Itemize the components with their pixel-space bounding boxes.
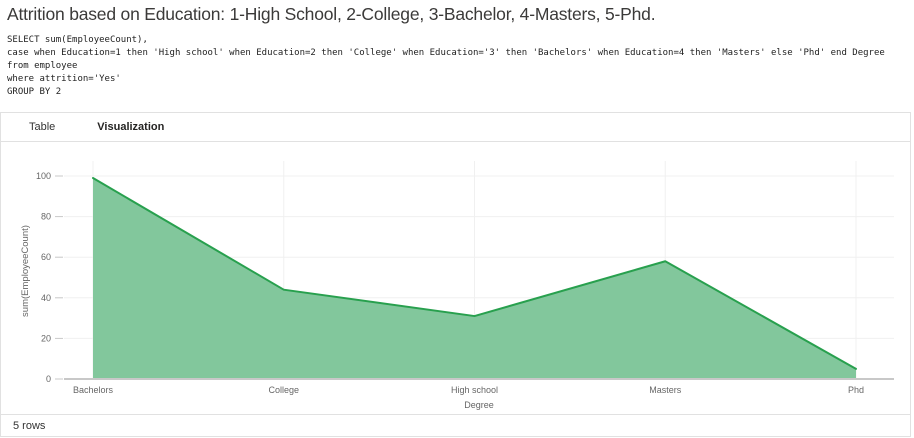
svg-text:80: 80 [41,212,51,222]
results-tab-bar: Table Visualization [1,113,910,142]
tab-visualization[interactable]: Visualization [97,121,165,133]
svg-text:College: College [268,385,299,395]
results-footer: 5 rows [1,414,910,436]
svg-text:60: 60 [41,252,51,262]
svg-text:20: 20 [41,333,51,343]
y-axis-labels: 0 20 40 60 80 100 [36,171,63,384]
svg-text:100: 100 [36,171,51,181]
svg-text:Masters: Masters [649,385,682,395]
page-title: Attrition based on Education: 1-High Sch… [7,4,656,24]
svg-text:0: 0 [46,374,51,384]
area-series [92,177,857,379]
svg-text:Phd: Phd [848,385,864,395]
sql-code[interactable]: SELECT sum(EmployeeCount), case when Edu… [7,35,885,97]
svg-text:Bachelors: Bachelors [73,385,114,395]
x-axis-title: Degree [464,400,494,410]
chart-area: 0 20 40 60 80 100 Bachelors College High school M… [1,142,910,414]
svg-text:40: 40 [41,293,51,303]
svg-text:Degree: Degree [464,400,494,410]
results-panel: Table Visualization 0 20 40 60 80 100 Bachelor… [0,112,911,437]
x-axis-labels: Bachelors College High school Masters Phd [73,385,864,395]
attrition-area-chart: 0 20 40 60 80 100 Bachelors College High school M… [20,161,894,410]
svg-text:sum(EmployeeCount): sum(EmployeeCount) [20,225,31,317]
row-count-label: 5 rows [13,419,46,432]
svg-text:High school: High school [451,385,498,395]
tab-table[interactable]: Table [29,121,56,133]
y-axis-title: sum(EmployeeCount) [20,225,31,317]
